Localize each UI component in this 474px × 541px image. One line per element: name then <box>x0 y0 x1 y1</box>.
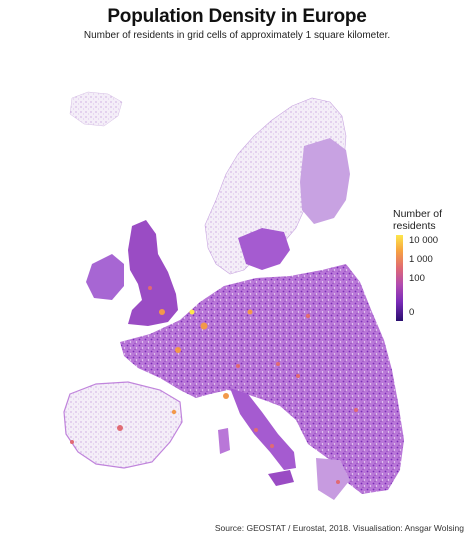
vienna-hotspot <box>276 362 280 366</box>
rome-hotspot <box>254 428 258 432</box>
athens-hotspot <box>336 480 340 484</box>
page-subtitle: Number of residents in grid cells of app… <box>83 30 391 41</box>
density-legend: Number of residents 10 000 1 000 100 0 <box>393 208 473 321</box>
legend-color-bar <box>396 235 403 321</box>
europe-density-map <box>63 91 404 500</box>
lisbon-hotspot <box>70 440 74 444</box>
italy-region <box>230 388 296 470</box>
london-hotspot <box>159 309 165 315</box>
sicily-region <box>268 470 294 486</box>
source-credit: Source: GEOSTAT / Eurostat, 2018. Visual… <box>214 523 464 533</box>
barcelona-hotspot <box>171 409 177 415</box>
legend-tick-1000: 1 000 <box>409 254 433 265</box>
iceland-region <box>69 91 123 127</box>
legend-tick-100: 100 <box>409 273 425 284</box>
ruhr-hotspot <box>200 322 208 330</box>
greece-region <box>316 458 350 500</box>
ireland-region <box>86 254 124 300</box>
bucharest-hotspot <box>354 408 358 412</box>
paris-hotspot <box>175 347 181 353</box>
warsaw-hotspot <box>305 313 311 319</box>
budapest-hotspot <box>296 374 300 378</box>
finland-region <box>300 138 350 224</box>
munich-hotspot <box>236 364 240 368</box>
legend-tick-10000: 10 000 <box>409 235 439 246</box>
iberia-region <box>63 381 183 469</box>
continental-europe-region <box>120 264 404 494</box>
milan-hotspot <box>223 393 229 399</box>
legend-tick-0: 0 <box>409 307 415 318</box>
berlin-hotspot <box>247 309 253 315</box>
naples-hotspot <box>270 444 274 448</box>
legend-title-line-1: Number of <box>393 208 443 220</box>
sardinia-region <box>218 428 230 454</box>
great-britain-region <box>128 220 178 326</box>
page-title: Population Density in Europe <box>107 6 367 27</box>
madrid-hotspot <box>117 425 123 431</box>
randstad-hotspot <box>189 309 195 315</box>
southern-sweden-region <box>238 228 290 270</box>
manchester-hotspot <box>148 286 152 290</box>
legend-title-line-2: residents <box>393 220 436 232</box>
